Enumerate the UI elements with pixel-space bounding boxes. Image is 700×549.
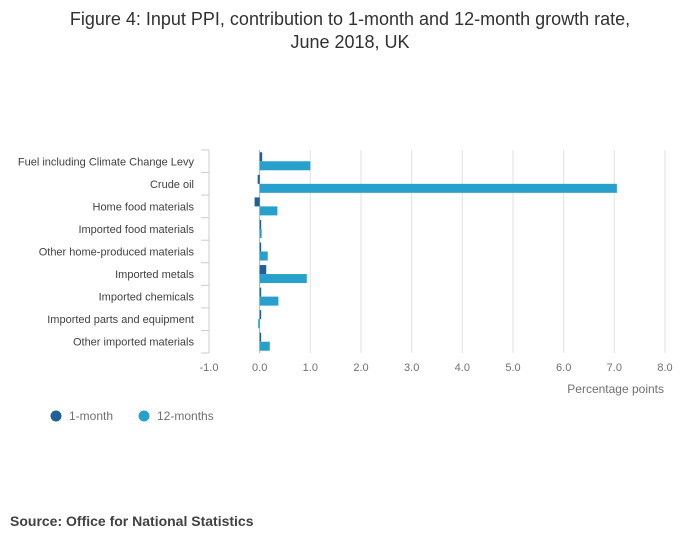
- bar-1-month-2: [254, 197, 260, 207]
- bar-1-month-8: [259, 332, 262, 342]
- legend-label-1: 12-months: [157, 409, 214, 423]
- category-label-3: Imported food materials: [78, 224, 194, 236]
- category-label-5: Imported metals: [115, 269, 194, 281]
- bar-12-months-7: [258, 319, 260, 329]
- bar-1-month-1: [257, 174, 260, 184]
- x-axis-title: Percentage points: [567, 382, 664, 396]
- bar-1-month-7: [259, 310, 262, 320]
- bar-12-months-4: [259, 251, 268, 261]
- source-note: Source: Office for National Statistics: [10, 513, 254, 529]
- x-tick-label-2: 1.0: [303, 362, 318, 374]
- legend-marker-0: [50, 410, 62, 422]
- bar-12-months-5: [259, 274, 307, 284]
- x-tick-label-8: 7.0: [607, 362, 622, 374]
- x-tick-label-6: 5.0: [505, 362, 520, 374]
- category-label-2: Home food materials: [93, 201, 195, 213]
- bar-1-month-4: [259, 242, 262, 252]
- bar-1-month-5: [259, 265, 267, 275]
- x-tick-label-3: 2.0: [353, 362, 368, 374]
- category-label-1: Crude oil: [150, 179, 194, 191]
- chart-title-line-2: June 2018, UK: [290, 32, 410, 52]
- x-tick-label-4: 3.0: [404, 362, 419, 374]
- bar-12-months-3: [259, 228, 262, 238]
- chart-title-line-1: Figure 4: Input PPI, contribution to 1-m…: [69, 9, 631, 29]
- category-label-6: Imported chemicals: [99, 292, 195, 304]
- x-tick-label-1: 0.0: [252, 362, 267, 374]
- legend-label-0: 1-month: [69, 409, 113, 423]
- bar-12-months-8: [259, 341, 270, 351]
- chart-title: Figure 4: Input PPI, contribution to 1-m…: [0, 8, 700, 54]
- category-label-0: Fuel including Climate Change Levy: [18, 156, 195, 168]
- x-tick-label-5: 4.0: [455, 362, 470, 374]
- bar-12-months-2: [259, 206, 278, 216]
- x-tick-label-0: -1.0: [200, 362, 219, 374]
- bar-12-months-0: [259, 161, 311, 171]
- legend-marker-1: [138, 410, 150, 422]
- x-tick-label-7: 6.0: [556, 362, 571, 374]
- bar-1-month-0: [259, 152, 263, 162]
- category-label-7: Imported parts and equipment: [47, 314, 194, 326]
- category-label-4: Other home-produced materials: [39, 247, 195, 259]
- bar-1-month-3: [259, 219, 262, 229]
- bar-12-months-6: [259, 296, 279, 306]
- bar-12-months-1: [259, 183, 617, 193]
- x-tick-label-9: 8.0: [657, 362, 672, 374]
- category-label-8: Other imported materials: [73, 337, 195, 349]
- bar-1-month-6: [259, 287, 262, 297]
